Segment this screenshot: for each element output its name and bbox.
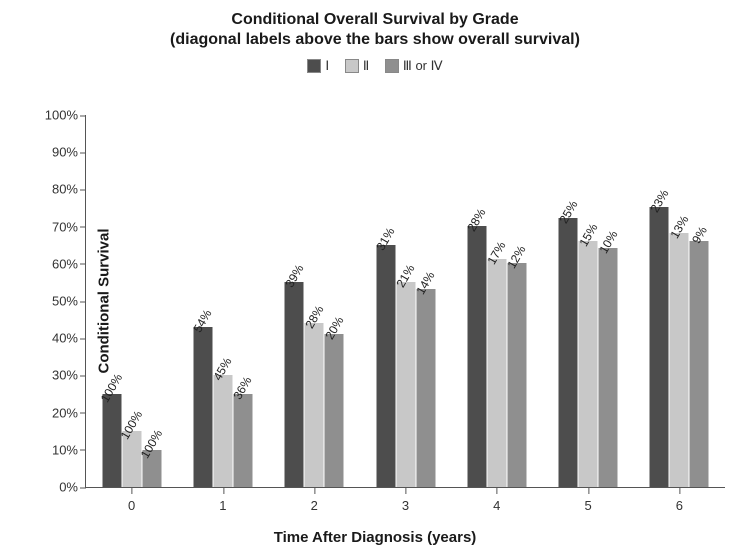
bar-label: 100% <box>118 408 145 442</box>
y-tick: 10% <box>36 442 78 457</box>
bar: 17% <box>487 259 506 487</box>
chart-container: Conditional Overall Survival by Grade (d… <box>0 0 750 558</box>
bar: 31% <box>376 245 395 487</box>
bar: 9% <box>690 241 709 487</box>
bar: 39% <box>285 282 304 487</box>
bar-label: 25% <box>556 199 580 227</box>
bar-group: 28%17%12% <box>467 226 526 487</box>
y-axis-label: Conditional Survival <box>96 228 113 373</box>
bar-label: 28% <box>465 206 489 234</box>
bar: 100% <box>142 450 161 487</box>
y-tick: 0% <box>36 480 78 495</box>
bar-label: 45% <box>211 355 235 383</box>
y-tick: 40% <box>36 331 78 346</box>
x-tick: 6 <box>676 498 683 513</box>
bar-label: 13% <box>667 213 691 241</box>
legend-item-3: Ⅲ or Ⅳ <box>385 58 443 74</box>
bar-group: 23%13%9% <box>650 207 709 487</box>
bar: 28% <box>467 226 486 487</box>
legend-swatch-2 <box>345 59 359 73</box>
legend-swatch-1 <box>307 59 321 73</box>
bar: 23% <box>650 207 669 487</box>
bar-group: 54%45%36% <box>193 327 252 487</box>
bar: 45% <box>213 375 232 487</box>
bar-label: 54% <box>191 307 215 335</box>
bar-label: 20% <box>322 314 346 342</box>
chart-title-line1: Conditional Overall Survival by Grade <box>0 10 750 30</box>
bar-label: 10% <box>596 228 620 256</box>
y-tick: 60% <box>36 256 78 271</box>
legend-label-1: Ⅰ <box>325 58 329 74</box>
bar-label: 100% <box>138 427 165 461</box>
bar-label: 14% <box>413 269 437 297</box>
bar-label: 39% <box>282 262 306 290</box>
x-tick: 3 <box>402 498 409 513</box>
y-tick: 90% <box>36 145 78 160</box>
bar-label: 31% <box>373 225 397 253</box>
bar: 12% <box>507 263 526 487</box>
y-tick: 20% <box>36 405 78 420</box>
bar: 54% <box>193 327 212 487</box>
bar: 28% <box>305 323 324 487</box>
bar-label: 23% <box>647 187 671 215</box>
y-tick: 80% <box>36 182 78 197</box>
chart-title: Conditional Overall Survival by Grade (d… <box>0 10 750 50</box>
bar-label: 28% <box>302 303 326 331</box>
bar: 21% <box>396 282 415 487</box>
bar-label: 21% <box>393 262 417 290</box>
legend-item-1: Ⅰ <box>307 58 329 74</box>
plot-area: Conditional Survival 0%10%20%30%40%50%60… <box>85 115 725 488</box>
bar-group: 25%15%10% <box>559 218 618 487</box>
legend-item-2: Ⅱ <box>345 58 369 74</box>
bar-group: 39%28%20% <box>285 282 344 487</box>
x-tick: 5 <box>584 498 591 513</box>
bar: 100% <box>102 394 121 487</box>
bar-group: 31%21%14% <box>376 245 435 487</box>
chart-title-line2: (diagonal labels above the bars show ove… <box>0 30 750 50</box>
x-tick: 2 <box>311 498 318 513</box>
x-tick: 1 <box>219 498 226 513</box>
bar: 100% <box>122 431 141 487</box>
y-tick: 50% <box>36 294 78 309</box>
bar-label: 9% <box>689 224 710 246</box>
legend: Ⅰ Ⅱ Ⅲ or Ⅳ <box>0 58 750 76</box>
bar: 13% <box>670 233 689 487</box>
y-tick: 70% <box>36 219 78 234</box>
bar-label: 100% <box>98 371 125 405</box>
bar: 10% <box>599 248 618 487</box>
x-tick: 0 <box>128 498 135 513</box>
x-axis-label: Time After Diagnosis (years) <box>274 529 477 546</box>
legend-label-2: Ⅱ <box>363 58 369 74</box>
bar: 20% <box>325 334 344 487</box>
bar-label: 15% <box>576 221 600 249</box>
bar-group: 100%100%100% <box>102 394 161 487</box>
y-tick: 100% <box>36 108 78 123</box>
x-tick: 4 <box>493 498 500 513</box>
legend-swatch-3 <box>385 59 399 73</box>
bar: 14% <box>416 289 435 487</box>
legend-label-3: Ⅲ or Ⅳ <box>403 58 443 74</box>
y-tick: 30% <box>36 368 78 383</box>
bar-label: 36% <box>231 374 255 402</box>
bar: 25% <box>559 218 578 487</box>
bar: 36% <box>233 394 252 487</box>
bar-label: 12% <box>505 243 529 271</box>
bar: 15% <box>579 241 598 487</box>
